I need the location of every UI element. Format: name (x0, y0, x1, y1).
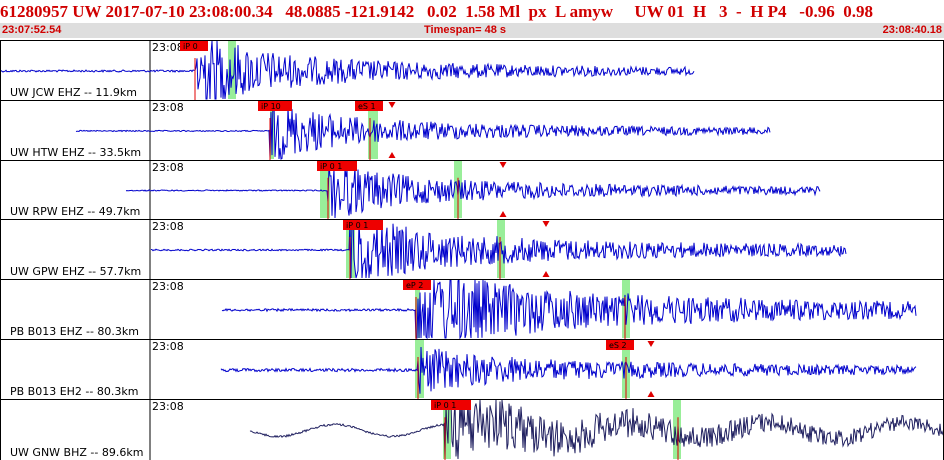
trace-row[interactable]: 23:08 iP 10 eS 1 UW HTW EHZ -- 33.5km (0, 100, 944, 161)
pick-triangle-bottom (388, 152, 396, 158)
trace-station-label: UW RPW EHZ -- 49.7km (10, 205, 140, 218)
trace-time-label: 23:08 (152, 280, 184, 293)
event-header: 61280957 UW 2017-07-10 23:08:00.34 48.08… (0, 0, 944, 40)
trace-row[interactable]: 23:08 iP 0 1 UW GNW BHZ -- 89.6km (0, 399, 944, 460)
trace-station-label: UW HTW EHZ -- 33.5km (10, 146, 141, 159)
trace-row[interactable]: 23:08 iP 0 1 UW GPW EHZ -- 57.7km (0, 219, 944, 280)
trace-station-label: UW JCW EHZ -- 11.9km (10, 86, 137, 99)
seismogram-waveform (125, 163, 821, 219)
pick-label-text: eS 2 (609, 341, 627, 350)
trace-row-border (0, 339, 944, 400)
trace-row-border (0, 100, 944, 161)
trace-row[interactable]: 23:08 iP 0 1 UW RPW EHZ -- 49.7km (0, 160, 944, 220)
seismogram-waveform (0, 40, 695, 100)
pick-window-band (497, 220, 505, 278)
pick-label-text: iP 0 1 (320, 162, 342, 171)
seismogram-waveform (249, 399, 944, 460)
pick-triangle-top (388, 102, 396, 108)
pick-label-box[interactable] (258, 101, 292, 111)
pick-window-band (673, 400, 681, 459)
pick-label-text: iP 0 (183, 42, 198, 51)
pick-label-box[interactable] (431, 400, 471, 410)
trace-station-label: UW GNW BHZ -- 89.6km (10, 446, 143, 459)
pick-label-box[interactable] (355, 101, 383, 111)
trace-time-label: 23:08 (152, 101, 184, 114)
pick-triangle-bottom (647, 391, 655, 397)
trace-station-label: PB B013 EHZ -- 80.3km (10, 325, 139, 338)
pick-label-text: iP 0 1 (434, 401, 456, 410)
trace-station-label: UW GPW EHZ -- 57.7km (10, 265, 141, 278)
pick-window-band (228, 41, 236, 99)
trace-time-label: 23:08 (152, 41, 184, 54)
trace-time-label: 23:08 (152, 340, 184, 353)
pick-label-box[interactable] (180, 41, 208, 51)
pick-triangle-bottom (542, 271, 550, 277)
trace-row[interactable]: 23:08 iP 0 UW JCW EHZ -- 11.9km (0, 40, 944, 101)
timespan-label: Timespan= 48 s (424, 24, 507, 36)
pick-triangle-top (542, 221, 550, 227)
pick-window-band (320, 161, 330, 218)
event-summary-title: 61280957 UW 2017-07-10 23:08:00.34 48.08… (0, 2, 873, 21)
end-time: 23:08:40.18 (882, 24, 942, 36)
pick-label-text: eP 2 (406, 281, 423, 290)
pick-label-text: eS 1 (358, 102, 376, 111)
trace-time-label: 23:08 (152, 400, 184, 413)
trace-time-label: 23:08 (152, 161, 184, 174)
pick-window-band (622, 280, 630, 338)
pick-label-text: iP 0 1 (346, 221, 368, 230)
pick-label-box[interactable] (403, 280, 431, 290)
time-info-bar: 23:07:52.54 Timespan= 48 s 23:08:40.18 (0, 23, 944, 38)
start-time: 23:07:52.54 (2, 24, 62, 36)
trace-row[interactable]: 23:08 eS 2 PB B013 EH2 -- 80.3km (0, 339, 944, 400)
seismogram-waveform (150, 219, 847, 279)
pick-triangle-top (647, 341, 655, 347)
pick-triangle-top (499, 162, 507, 168)
trace-time-label: 23:08 (152, 220, 184, 233)
pick-label-box[interactable] (343, 220, 383, 230)
seismogram-waveform (220, 346, 917, 394)
seismogram-waveform (75, 100, 771, 160)
seismogram-waveform (221, 278, 917, 340)
pick-window-band (415, 340, 424, 398)
pick-label-box[interactable] (606, 340, 634, 350)
pick-label-text: iP 10 (261, 102, 281, 111)
pick-triangle-bottom (499, 211, 507, 217)
trace-station-label: PB B013 EH2 -- 80.3km (10, 385, 138, 398)
pick-label-box[interactable] (317, 161, 357, 171)
trace-row[interactable]: 23:08 eP 2 PB B013 EHZ -- 80.3km (0, 278, 944, 340)
